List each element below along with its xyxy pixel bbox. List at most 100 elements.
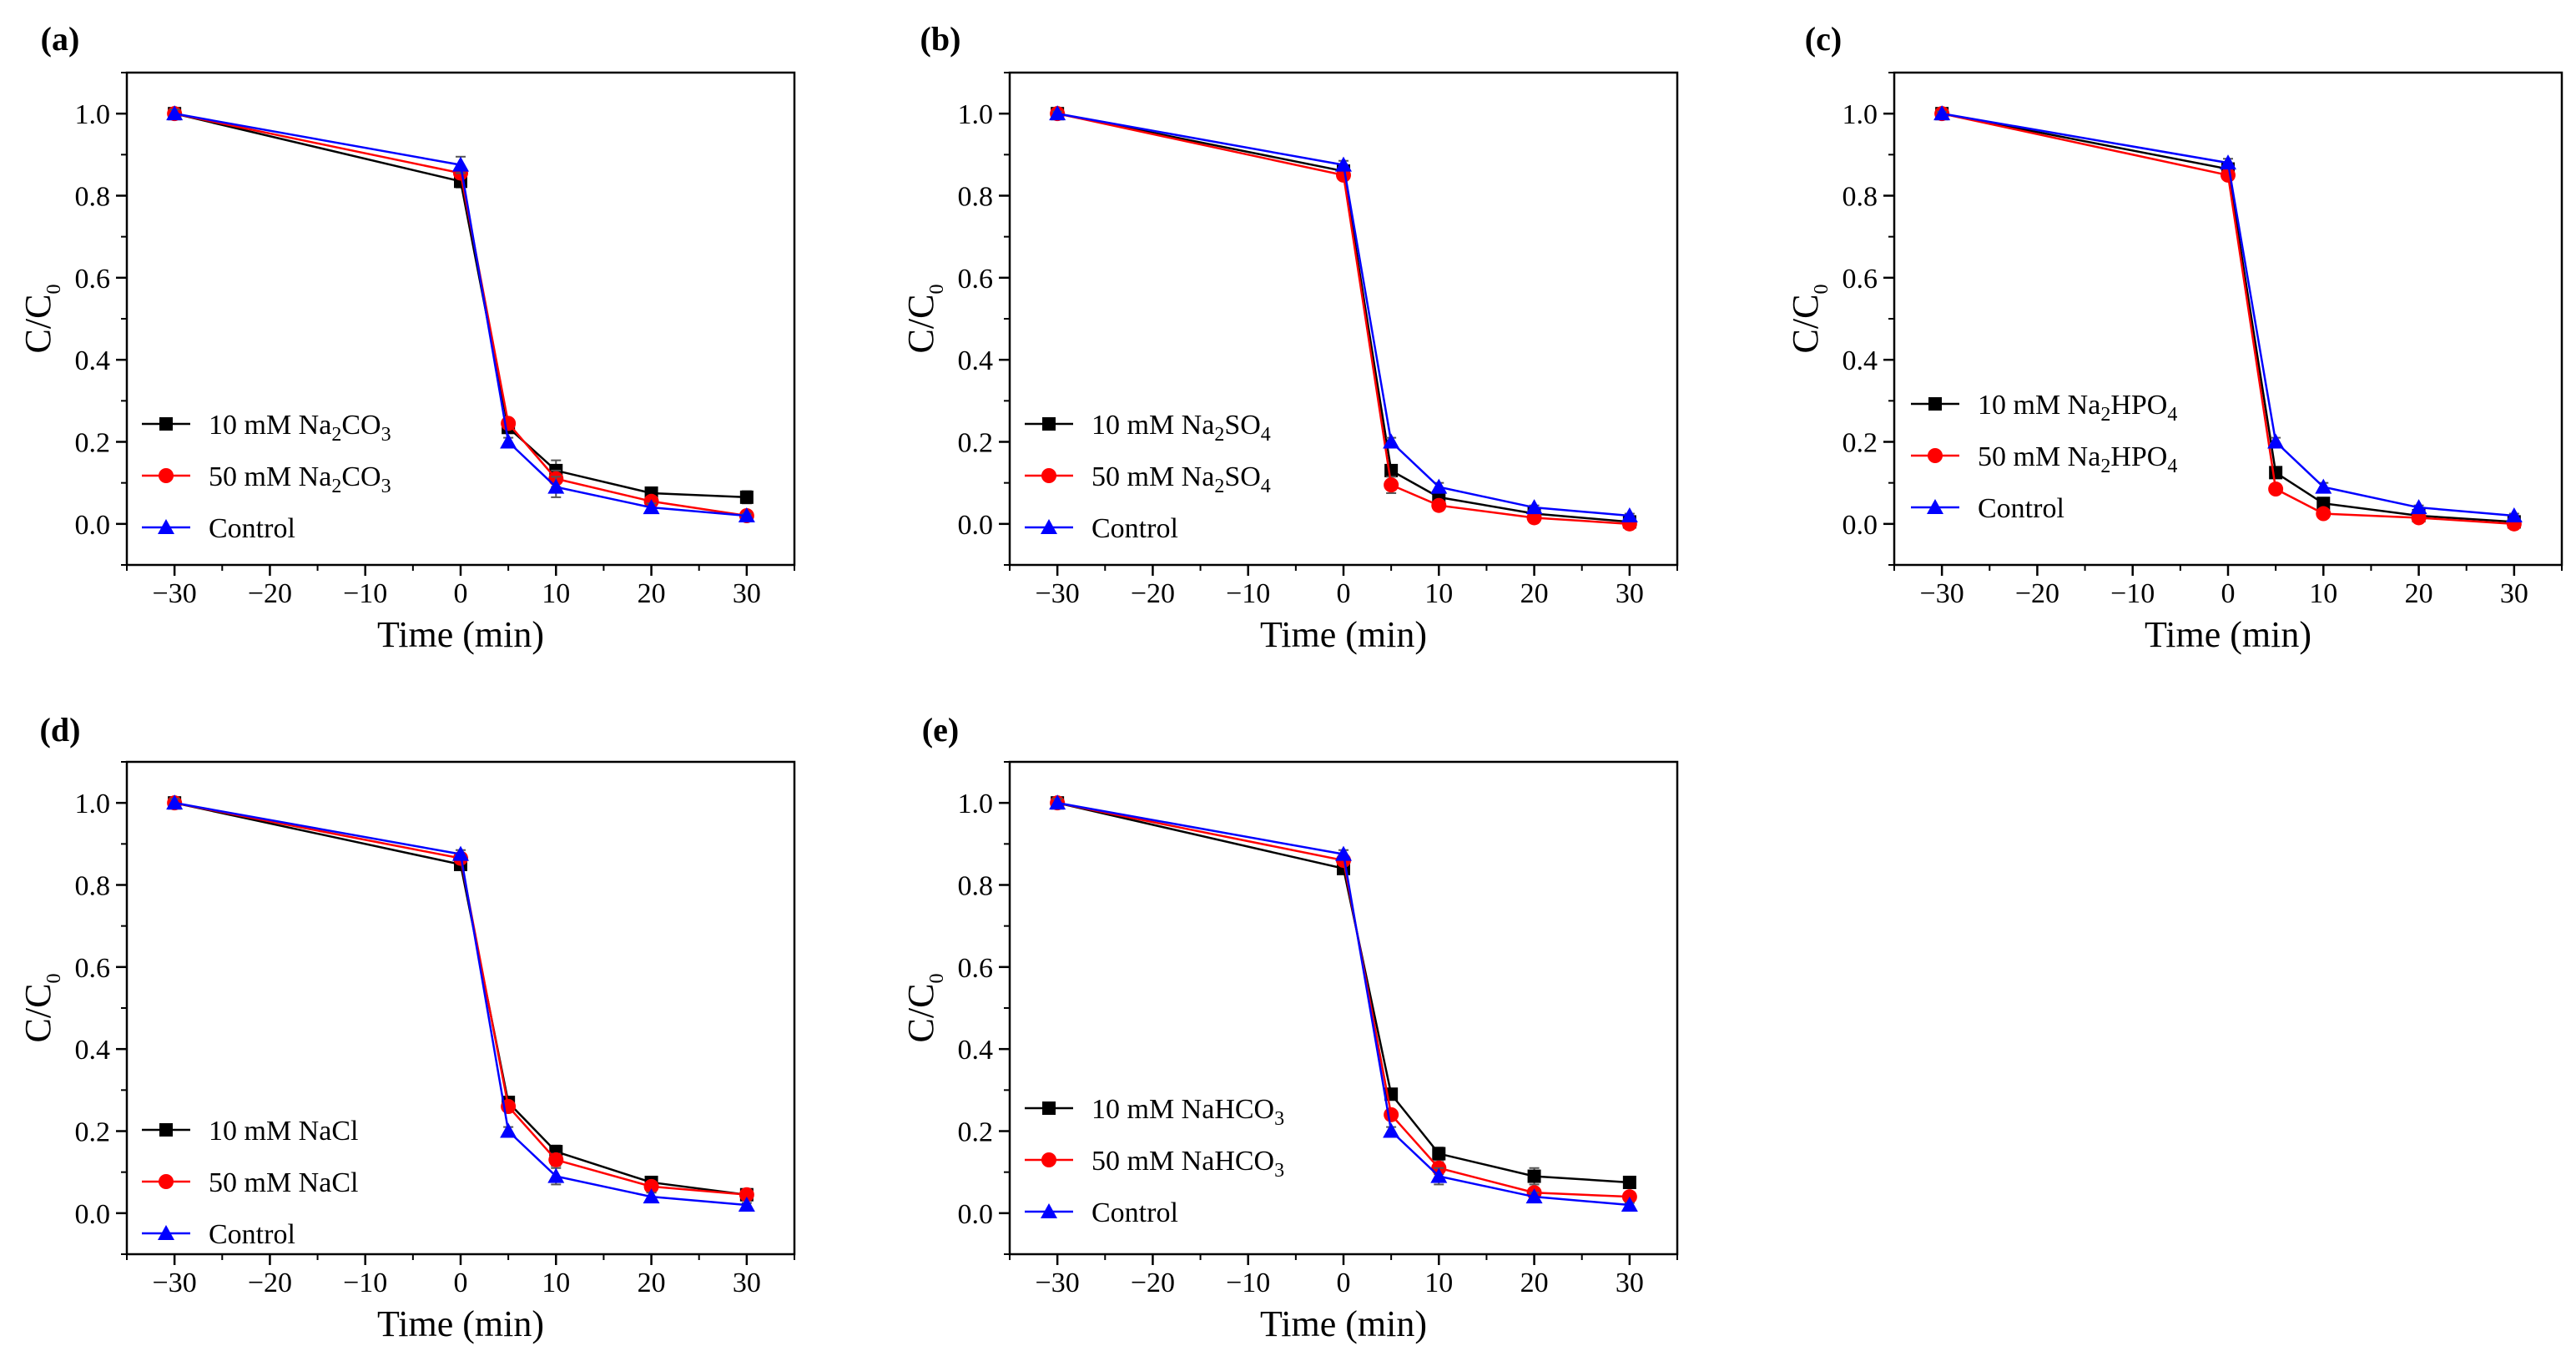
y-tick-label: 0.0 (958, 510, 994, 541)
data-point (1525, 1188, 1543, 1204)
legend-label: Control (1978, 493, 2064, 524)
y-tick-label: 1.0 (75, 789, 111, 819)
legend-label-part: HPO (2110, 390, 2167, 421)
x-tick-label: 10 (2309, 578, 2337, 609)
x-tick-label: −20 (248, 578, 292, 609)
series-2: Control (1025, 105, 1638, 544)
x-tick-label: −30 (1036, 578, 1080, 609)
series-0: 10 mM NaHCO3 (1025, 796, 1636, 1189)
legend-label: 50 mM NaHCO3 (1091, 1146, 1284, 1182)
legend-label-subscript: 3 (381, 476, 391, 497)
legend-label: Control (1091, 513, 1178, 544)
x-tick-label: 10 (542, 578, 570, 609)
legend-marker (158, 1225, 174, 1240)
y-tick-label: 0.2 (75, 428, 111, 459)
plot-frame (1008, 760, 1679, 1256)
legend-label-subscript: 4 (1261, 424, 1271, 446)
y-tick-label: 0.8 (75, 182, 111, 213)
x-tick-label: −10 (1226, 578, 1270, 609)
data-point (1431, 497, 1447, 513)
series-line (174, 112, 747, 499)
series-0: 10 mM Na2CO3 (142, 107, 754, 505)
y-tick-label: 0.4 (958, 1035, 994, 1066)
x-tick-label: 0 (1337, 1268, 1351, 1298)
x-tick-label: −20 (1131, 578, 1175, 609)
legend-label-subscript: 4 (2167, 456, 2177, 477)
data-point (166, 794, 184, 810)
legend-marker (1928, 397, 1942, 411)
data-point (1383, 1122, 1400, 1138)
series-line (174, 801, 747, 1196)
data-point (1622, 1175, 1636, 1189)
y-tick-label: 0.4 (75, 1035, 111, 1066)
x-tick-label: 0 (2221, 578, 2236, 609)
legend-label: 10 mM Na2SO4 (1091, 410, 1271, 446)
data-point (1621, 1197, 1638, 1212)
legend-marker (1042, 417, 1056, 431)
data-point (1384, 463, 1399, 477)
legend-label-part: 50 mM Na (1091, 461, 1214, 492)
chart-panel-d: (d) −30 −20 −10 0 10 20 30 0.0 0.2 0.4 0.6 0.8 1.0 Tim… (18, 711, 796, 1344)
series-line (1056, 801, 1630, 1184)
legend-label: 10 mM Na2HPO4 (1978, 390, 2177, 426)
x-tick-label: −30 (153, 578, 197, 609)
data-point (2269, 466, 2283, 480)
x-tick-label: 10 (1424, 578, 1453, 609)
x-tick-label: −30 (153, 1268, 197, 1298)
chart-panel-e: (e)−30 −20 −10 0 10 20 300.00.20.40.60.81.0Tim… (900, 711, 1679, 1344)
data-point (2316, 506, 2332, 522)
y-axis-title: C/C0 (900, 285, 948, 354)
series-line (1941, 112, 2514, 526)
legend-label: 10 mM NaCl (209, 1116, 358, 1147)
legend-marker (159, 468, 174, 483)
x-tick-label: 0 (1337, 578, 1351, 609)
y-axis-title-subscript: 0 (43, 285, 65, 295)
series-1: 50 mM Na2SO4 (1025, 106, 1637, 532)
series-line (174, 801, 747, 1207)
legend-label: 50 mM NaCl (209, 1167, 358, 1198)
legend-label-part: Control (209, 1219, 295, 1250)
data-point (643, 1178, 659, 1194)
series-line (174, 112, 748, 517)
x-tick-label: 10 (542, 1268, 570, 1298)
series-line (174, 801, 748, 1196)
legend-label-part: 50 mM Na (1978, 441, 2100, 472)
x-tick-label: 20 (1520, 1268, 1549, 1298)
x-tick-label: 30 (1616, 578, 1644, 609)
legend-label-part: 10 mM Na (1978, 390, 2100, 421)
x-tick-label: −10 (343, 578, 387, 609)
legend-label-part: 10 mM NaHCO (1091, 1094, 1274, 1125)
y-tick-label: 0.0 (75, 1199, 111, 1230)
x-tick-label: −30 (1920, 578, 1964, 609)
legend-label-part: SO (1224, 461, 1260, 492)
data-point (643, 499, 660, 515)
data-point (2505, 507, 2523, 522)
x-tick-label: 10 (1424, 1268, 1453, 1298)
chart-panel-b: (b)−30 −20 −10 0 10 20 300.00.20.40.60.81.0Tim… (900, 20, 1679, 655)
x-tick-label: 30 (733, 1268, 761, 1298)
data-point (1383, 433, 1400, 449)
x-tick-label: −10 (343, 1268, 387, 1298)
legend-label-part: 10 mM Na (209, 410, 331, 441)
x-axis-title: Time (min) (377, 614, 544, 655)
legend-label-subscript: 2 (1214, 424, 1224, 446)
chart-panel-c: (c)−30 −20 −10 0 10 20 300.00.20.40.60.81.0Tim… (1785, 20, 2563, 655)
y-tick-label: 0.8 (958, 182, 994, 213)
y-axis-title-main: C/C (900, 984, 941, 1043)
x-tick-label: 20 (638, 1268, 666, 1298)
y-tick-label: 0.4 (958, 345, 994, 376)
series-line (1056, 112, 1630, 523)
y-tick-label: 0.6 (958, 953, 994, 984)
series-line (1941, 112, 2514, 517)
series-1: 50 mM Na2HPO4 (1911, 106, 2522, 532)
y-tick-label: 0.0 (1843, 510, 1878, 541)
legend-label-part: 50 mM NaHCO (1091, 1146, 1274, 1177)
legend-label-part: Control (1091, 1197, 1178, 1228)
y-tick-label: 0.8 (75, 871, 111, 902)
y-tick-label: 1.0 (958, 99, 994, 130)
data-point (2221, 167, 2236, 183)
x-tick-label: 30 (733, 578, 761, 609)
series-2: Control (1911, 105, 2523, 524)
y-tick-label: 0.4 (75, 345, 111, 376)
series-line (1056, 801, 1630, 1198)
